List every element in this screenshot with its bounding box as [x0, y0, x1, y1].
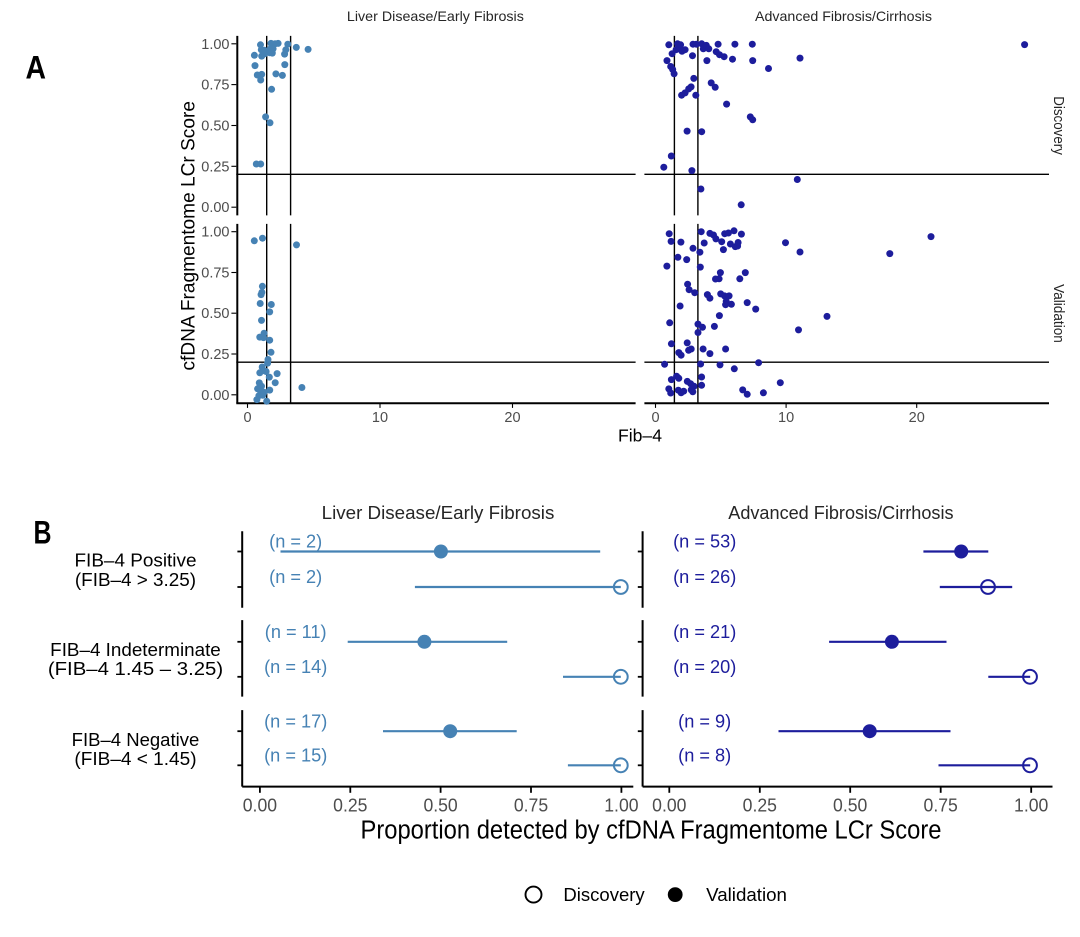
svg-text:10: 10: [372, 410, 388, 426]
svg-text:(n = 2): (n = 2): [269, 532, 322, 552]
svg-text:0.00: 0.00: [201, 388, 229, 404]
svg-text:Validation: Validation: [1050, 284, 1067, 343]
svg-text:0.75: 0.75: [924, 794, 958, 815]
svg-text:0.00: 0.00: [243, 794, 277, 815]
svg-text:(n = 26): (n = 26): [673, 567, 736, 587]
svg-text:Proportion detected by cfDNA F: Proportion detected by cfDNA Fragmentome…: [361, 816, 942, 844]
svg-text:Liver Disease/Early Fibrosis: Liver Disease/Early Fibrosis: [322, 503, 555, 523]
svg-text:0.50: 0.50: [201, 119, 229, 135]
svg-text:Fib–4: Fib–4: [618, 425, 662, 445]
svg-text:0.50: 0.50: [423, 794, 457, 815]
svg-text:0.50: 0.50: [833, 794, 867, 815]
svg-text:0.00: 0.00: [201, 200, 229, 216]
svg-text:0.75: 0.75: [201, 78, 229, 94]
svg-text:A: A: [26, 50, 47, 86]
svg-text:FIB–4 Positive: FIB–4 Positive: [75, 550, 197, 571]
svg-text:(FIB–4 1.45 – 3.25): (FIB–4 1.45 – 3.25): [48, 658, 223, 679]
svg-text:(n = 53): (n = 53): [673, 532, 736, 552]
svg-text:B: B: [34, 515, 52, 551]
svg-text:1.00: 1.00: [201, 225, 229, 241]
svg-text:0.50: 0.50: [201, 306, 229, 322]
svg-text:0.25: 0.25: [201, 159, 229, 175]
svg-text:Discovery: Discovery: [563, 885, 644, 905]
svg-text:(n = 8): (n = 8): [678, 746, 731, 766]
svg-text:(n = 17): (n = 17): [264, 711, 327, 731]
svg-text:10: 10: [778, 410, 794, 426]
svg-text:Discovery: Discovery: [1050, 96, 1067, 155]
svg-text:1.00: 1.00: [604, 794, 638, 815]
svg-text:0.25: 0.25: [201, 347, 229, 363]
svg-text:20: 20: [504, 410, 520, 426]
svg-text:0.75: 0.75: [201, 266, 229, 282]
svg-text:(n = 14): (n = 14): [264, 657, 327, 677]
svg-text:0.00: 0.00: [652, 794, 686, 815]
svg-text:1.00: 1.00: [201, 37, 229, 53]
svg-text:0.25: 0.25: [743, 794, 777, 815]
svg-text:1.00: 1.00: [1014, 794, 1048, 815]
svg-text:0.75: 0.75: [514, 794, 548, 815]
svg-text:(FIB–4 > 3.25): (FIB–4 > 3.25): [75, 569, 196, 590]
svg-text:(n = 9): (n = 9): [678, 711, 731, 731]
svg-text:0.25: 0.25: [333, 794, 367, 815]
svg-text:Liver Disease/Early Fibrosis: Liver Disease/Early Fibrosis: [347, 8, 524, 24]
svg-text:FIB–4 Negative: FIB–4 Negative: [72, 729, 200, 750]
svg-text:20: 20: [909, 410, 925, 426]
svg-text:Validation: Validation: [706, 885, 787, 905]
svg-text:(n = 2): (n = 2): [269, 567, 322, 587]
svg-text:(n = 11): (n = 11): [265, 622, 327, 642]
svg-text:(n = 15): (n = 15): [264, 746, 327, 766]
svg-text:(n = 21): (n = 21): [673, 622, 736, 642]
svg-text:(n = 20): (n = 20): [673, 657, 736, 677]
svg-text:(FIB–4 < 1.45): (FIB–4 < 1.45): [74, 748, 196, 769]
svg-text:0: 0: [651, 410, 659, 426]
svg-text:FIB–4 Indeterminate: FIB–4 Indeterminate: [50, 639, 221, 660]
svg-text:Advanced Fibrosis/Cirrhosis: Advanced Fibrosis/Cirrhosis: [728, 503, 953, 523]
svg-text:cfDNA Fragmentome LCr Score: cfDNA Fragmentome LCr Score: [179, 101, 200, 371]
svg-text:0: 0: [243, 410, 251, 426]
svg-text:Advanced Fibrosis/Cirrhosis: Advanced Fibrosis/Cirrhosis: [755, 8, 932, 24]
